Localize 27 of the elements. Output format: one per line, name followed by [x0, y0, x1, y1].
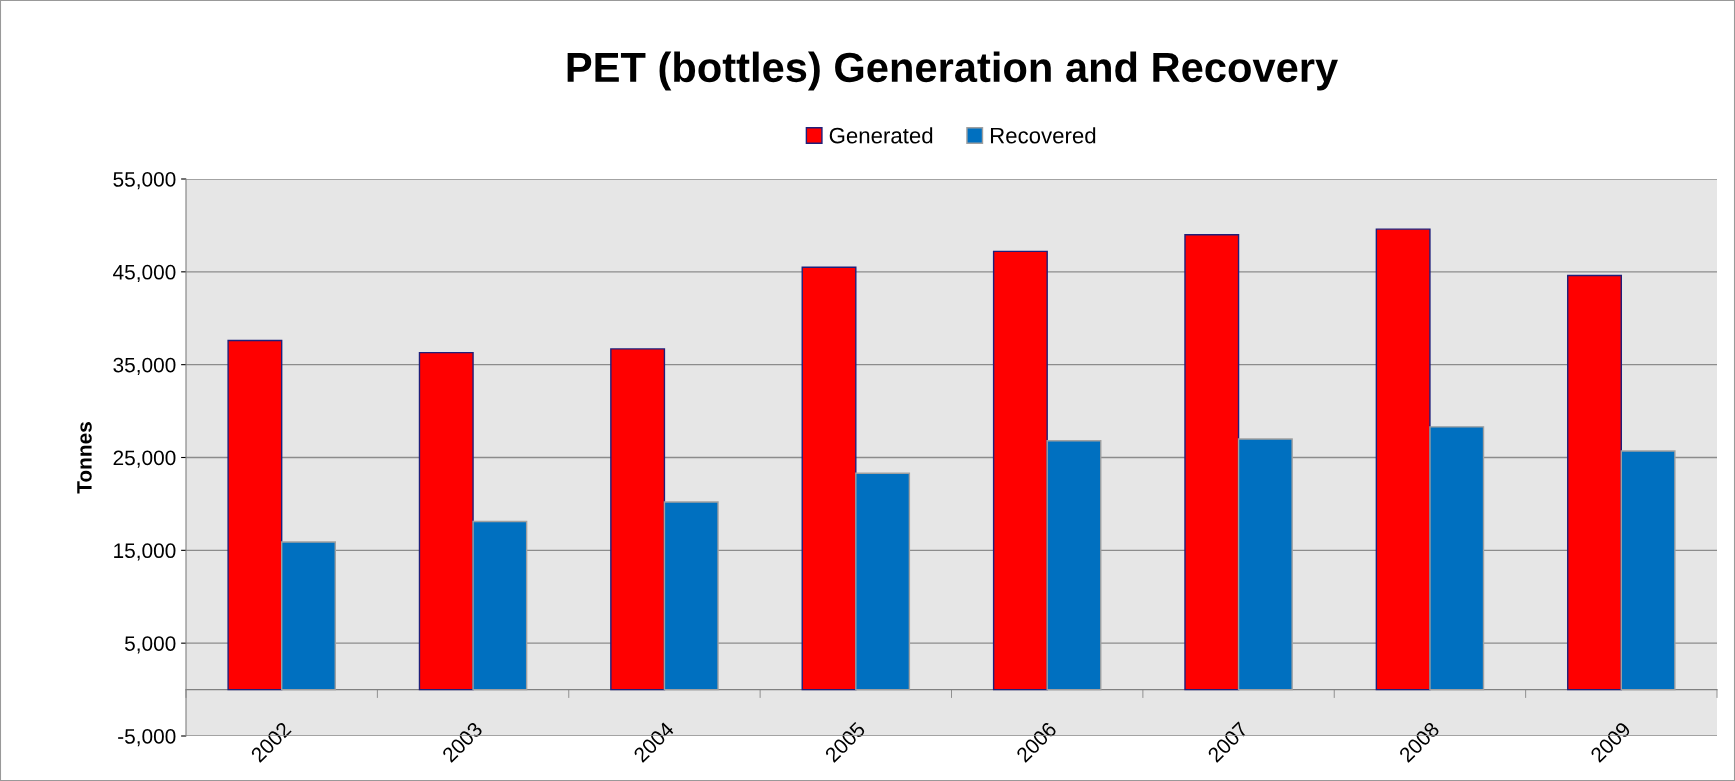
bar — [1046, 440, 1102, 691]
bar — [992, 250, 1048, 691]
y-tick-label: 35,000 — [113, 357, 176, 375]
bar — [855, 472, 911, 691]
legend-label: Recovered — [990, 127, 1096, 144]
y-tick-label: 55,000 — [113, 172, 176, 190]
bar — [472, 520, 528, 691]
bar — [1237, 438, 1293, 691]
bar — [418, 351, 474, 691]
bar — [801, 266, 857, 691]
bar — [663, 501, 719, 691]
bar — [610, 348, 666, 691]
bar — [1567, 274, 1623, 691]
bar — [1184, 234, 1240, 691]
y-tick-label: 15,000 — [114, 543, 176, 561]
bar — [1375, 228, 1431, 691]
legend-label: Generated — [829, 127, 933, 144]
bar — [280, 541, 336, 691]
bar — [1429, 426, 1485, 691]
y-tick-label: -5,000 — [118, 729, 176, 747]
y-axis-title: Tonnes — [77, 422, 92, 494]
bar — [227, 339, 283, 691]
y-tick-label: 45,000 — [113, 264, 176, 283]
bar — [1620, 450, 1676, 691]
y-tick-label: 5,000 — [124, 636, 176, 654]
y-tick-label: 25,000 — [113, 450, 176, 468]
chart-title: PET (bottles) Generation and Recovery — [567, 51, 1338, 91]
